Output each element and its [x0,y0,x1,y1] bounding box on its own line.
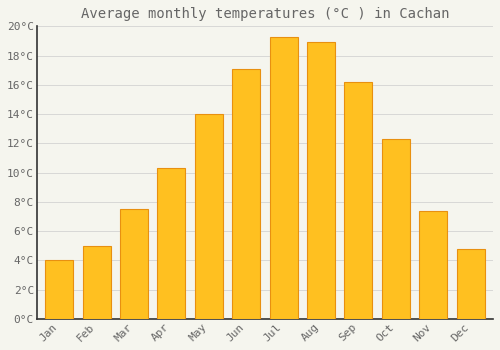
Bar [158,168,186,319]
Bar [307,42,335,319]
Bar [82,246,110,319]
Bar [195,114,223,319]
Bar [120,209,148,319]
Bar [456,248,484,319]
Bar [232,69,260,319]
Bar [419,211,447,319]
Bar [270,36,297,319]
Bar [344,82,372,319]
Title: Average monthly temperatures (°C ) in Cachan: Average monthly temperatures (°C ) in Ca… [80,7,449,21]
Bar [45,260,73,319]
Bar [382,139,410,319]
